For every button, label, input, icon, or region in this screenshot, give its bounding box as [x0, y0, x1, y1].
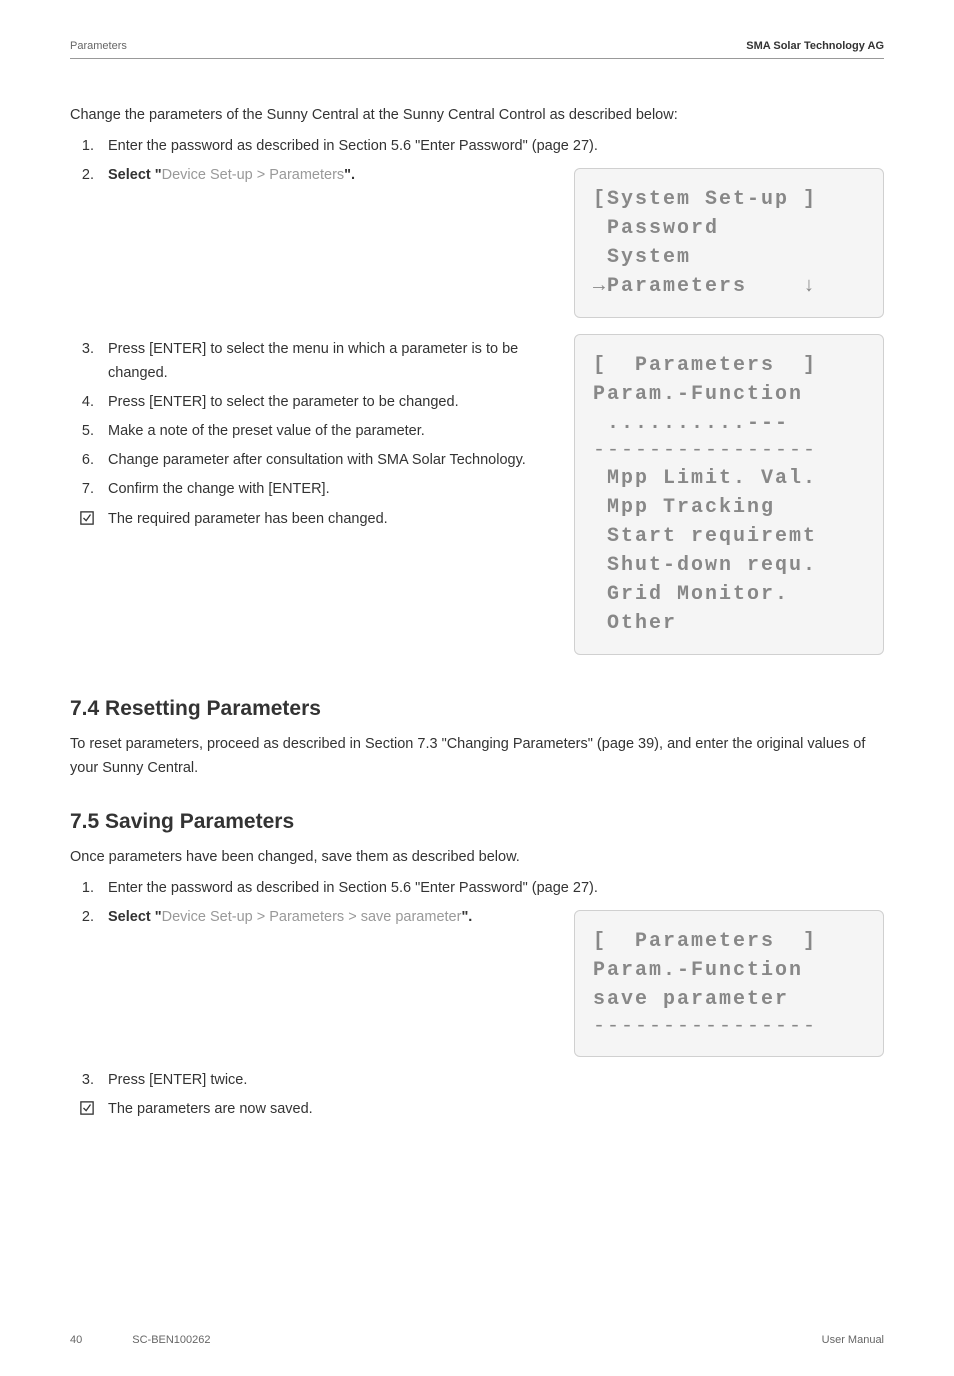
step-number: 2. — [70, 906, 108, 929]
step-number: 5. — [70, 420, 108, 443]
lcd-display: [ Parameters ] Param.-Function .........… — [574, 334, 884, 655]
step-text: Enter the password as described in Secti… — [108, 135, 884, 158]
step-text: Change parameter after consultation with… — [108, 449, 546, 472]
lcd-divider: ---------------- — [593, 438, 865, 464]
lcd-line: save parameter — [593, 985, 865, 1014]
step-number: 4. — [70, 391, 108, 414]
step-item: 4. Press [ENTER] to select the parameter… — [70, 391, 546, 414]
lcd-line: Other — [593, 609, 865, 638]
lcd-display: [ Parameters ] Param.-Function save para… — [574, 910, 884, 1057]
lcd-line: Mpp Tracking — [593, 493, 865, 522]
step-number: 2. — [70, 164, 108, 187]
step-text: Press [ENTER] to select the parameter to… — [108, 391, 546, 414]
step-text: The required parameter has been changed. — [108, 508, 546, 533]
header-rule — [70, 58, 884, 59]
step-text: Make a note of the preset value of the p… — [108, 420, 546, 443]
check-icon — [70, 508, 108, 533]
lcd-line: Grid Monitor. — [593, 580, 865, 609]
lcd-line: System — [593, 243, 865, 272]
footer-right: User Manual — [822, 1334, 884, 1346]
step-item: The required parameter has been changed. — [70, 508, 546, 533]
header-right: SMA Solar Technology AG — [746, 40, 884, 52]
section-body: To reset parameters, proceed as describe… — [70, 733, 884, 779]
page-number: 40 — [70, 1334, 82, 1346]
header-left: Parameters — [70, 40, 127, 52]
step-number: 1. — [70, 135, 108, 158]
lcd-line: Param.-Function — [593, 956, 865, 985]
step-number: 3. — [70, 338, 108, 384]
section-heading: 7.5 Saving Parameters — [70, 810, 884, 834]
lcd-line: [ Parameters ] — [593, 927, 865, 956]
lcd-divider: ---------------- — [593, 1014, 865, 1040]
step-item: 3. Press [ENTER] to select the menu in w… — [70, 338, 546, 384]
lcd-line: Password — [593, 214, 865, 243]
section-heading: 7.4 Resetting Parameters — [70, 697, 884, 721]
step-text: The parameters are now saved. — [108, 1098, 884, 1123]
step-text: Select "Device Set-up > Parameters". — [108, 164, 546, 187]
lcd-line: →Parameters ↓ — [593, 272, 865, 301]
lcd-line: [ Parameters ] — [593, 351, 865, 380]
step-text: Press [ENTER] twice. — [108, 1069, 884, 1092]
lcd-display: [System Set-up ] Password System →Parame… — [574, 168, 884, 318]
step-item: 2. Select "Device Set-up > Parameters > … — [70, 906, 546, 929]
check-icon — [70, 1098, 108, 1123]
lcd-line: Mpp Limit. Val. — [593, 464, 865, 493]
step-number: 6. — [70, 449, 108, 472]
lcd-line: Param.-Function — [593, 380, 865, 409]
step-item: 5. Make a note of the preset value of th… — [70, 420, 546, 443]
step-item: 3. Press [ENTER] twice. — [70, 1069, 884, 1092]
doc-id: SC-BEN100262 — [132, 1334, 210, 1346]
intro-text: Change the parameters of the Sunny Centr… — [70, 104, 884, 127]
page-header: Parameters SMA Solar Technology AG — [70, 40, 884, 52]
section-intro: Once parameters have been changed, save … — [70, 846, 884, 869]
step-text: Press [ENTER] to select the menu in whic… — [108, 338, 546, 384]
lcd-line: Shut-down requ. — [593, 551, 865, 580]
lcd-line: Start requiremt — [593, 522, 865, 551]
step-item: 1. Enter the password as described in Se… — [70, 877, 884, 900]
step-item: The parameters are now saved. — [70, 1098, 884, 1123]
step-item: 1. Enter the password as described in Se… — [70, 135, 884, 158]
step-item: 6. Change parameter after consultation w… — [70, 449, 546, 472]
page-footer: 40 SC-BEN100262 User Manual — [70, 1334, 884, 1346]
step-number: 1. — [70, 877, 108, 900]
lcd-line: ..........--- — [593, 409, 865, 438]
step-number: 7. — [70, 478, 108, 501]
step-item: 7. Confirm the change with [ENTER]. — [70, 478, 546, 501]
step-text: Confirm the change with [ENTER]. — [108, 478, 546, 501]
step-text: Select "Device Set-up > Parameters > sav… — [108, 906, 546, 929]
step-text: Enter the password as described in Secti… — [108, 877, 884, 900]
step-number: 3. — [70, 1069, 108, 1092]
lcd-line: [System Set-up ] — [593, 185, 865, 214]
step-item: 2. Select "Device Set-up > Parameters". — [70, 164, 546, 187]
